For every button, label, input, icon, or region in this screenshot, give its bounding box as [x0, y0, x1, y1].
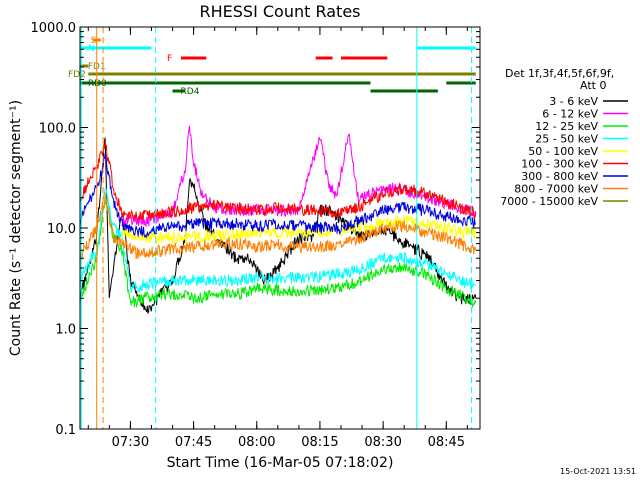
legend-label: 800 - 7000 keV	[514, 183, 598, 196]
flag-label: RD0	[88, 79, 107, 89]
y-axis-title: Count Rate (s⁻¹ detector segment⁻¹)	[8, 100, 24, 356]
series-line-2	[79, 198, 477, 309]
y-tick-label: 1000.0	[31, 21, 77, 36]
series-line-5	[79, 140, 477, 222]
footer-date: 15-Oct-2021 13:51	[560, 467, 636, 476]
flag-label: N	[88, 44, 95, 54]
legend: Det 1f,3f,4f,5f,6f,9f, Att 0 3 - 6 keV6 …	[500, 67, 628, 208]
x-tick-label: 08:00	[238, 435, 275, 450]
x-tick-label: 08:15	[301, 435, 338, 450]
series-line-6	[79, 151, 477, 239]
series-line-0	[79, 137, 477, 314]
x-tick-label: 08:45	[428, 435, 465, 450]
x-axis: 07:30 07:45 08:00 08:15 08:30 08:45	[87, 27, 468, 450]
legend-label: 6 - 12 keV	[542, 108, 598, 121]
y-axis: 0.1 1.0 10.0 100.0 1000.0	[31, 21, 480, 438]
x-tick-label: 08:30	[364, 435, 401, 450]
y-tick-label: 0.1	[55, 423, 76, 438]
legend-label: 50 - 100 keV	[528, 145, 598, 158]
series-lines	[79, 125, 477, 314]
legend-label: 25 - 50 keV	[535, 133, 598, 146]
y-tick-label: 10.0	[47, 222, 76, 237]
flag-label: FD2	[68, 70, 86, 80]
chart-title: RHESSI Count Rates	[200, 2, 361, 21]
legend-label: 12 - 25 keV	[535, 120, 598, 133]
flag-label: S	[90, 36, 96, 46]
flag-label: RD4	[181, 87, 200, 97]
legend-label: 3 - 6 keV	[549, 95, 598, 108]
series-line-7	[79, 192, 477, 265]
legend-label: 100 - 300 keV	[521, 158, 598, 171]
legend-header-1: Det 1f,3f,4f,5f,6f,9f,	[505, 67, 614, 80]
x-axis-title: Start Time (16-Mar-05 07:18:02)	[167, 455, 394, 471]
x-tick-label: 07:30	[112, 435, 149, 450]
legend-label: 300 - 800 keV	[521, 170, 598, 183]
y-tick-label: 100.0	[39, 122, 76, 137]
series-line-4	[121, 215, 477, 245]
legend-header-2: Att 0	[580, 79, 606, 92]
flag-label: F	[167, 54, 172, 64]
series-line-1	[121, 125, 477, 228]
series-line-3	[79, 188, 476, 294]
legend-label: 7000 - 15000 keV	[500, 195, 598, 208]
x-tick-label: 07:45	[175, 435, 212, 450]
y-tick-label: 1.0	[55, 323, 76, 338]
